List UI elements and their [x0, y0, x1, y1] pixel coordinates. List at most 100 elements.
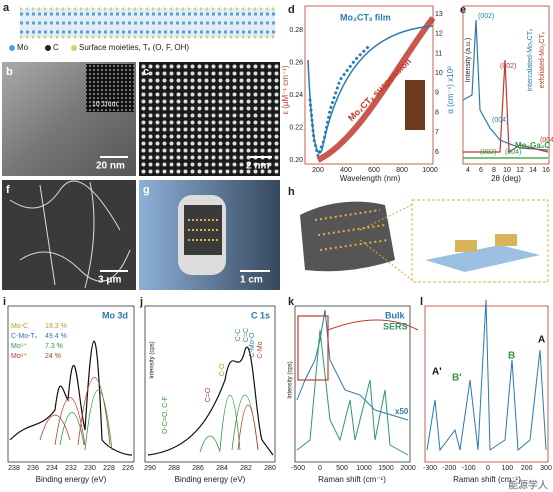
peak-label: C-O — [219, 363, 226, 376]
x-tick-label: 16 — [542, 167, 550, 174]
x-tick-label: 8 — [492, 167, 496, 174]
x-tick-label: 4 — [466, 167, 470, 174]
scale-bar: 20 nm — [96, 161, 125, 172]
x-tick-label: 1500 — [378, 465, 394, 472]
panel-title: Mo 3d — [102, 310, 128, 320]
legend-name: C-Mo-Tₓ — [11, 333, 38, 340]
panel-label: f — [6, 184, 10, 196]
x-tick-label: 288 — [168, 465, 180, 472]
peak-label: (002) — [478, 13, 494, 20]
x-axis-label: Binding energy (eV) — [36, 475, 107, 484]
series-label: Mo₂CTₓ film — [340, 12, 391, 22]
x-axis-label: 2θ (deg) — [491, 174, 521, 183]
legend-mo: Mo — [17, 43, 29, 52]
peak-label: (002) — [480, 149, 496, 156]
legend-value: 49.4 % — [45, 333, 67, 340]
x-tick-label: -500 — [291, 465, 305, 472]
panel-title: C 1s — [251, 310, 270, 320]
panel-label: b — [6, 66, 13, 78]
x-tick-label: -300 — [423, 465, 437, 472]
series-label: intercalated-Mo₂CTₓ — [527, 28, 534, 91]
scale-bar: 1 cm — [240, 275, 263, 286]
x-tick-label: 300 — [540, 465, 552, 472]
peak-label: O-C=O, C-F — [162, 396, 169, 434]
x-tick-label: 0 — [486, 465, 490, 472]
series-label: Bulk — [385, 310, 405, 320]
mode-label: B — [508, 351, 515, 362]
y-tick-label: 8 — [435, 109, 439, 116]
y-tick-label: 11 — [435, 50, 442, 57]
y-axis-label: Intensity (cps) — [288, 361, 294, 398]
y-tick-label: 13 — [435, 11, 443, 18]
x-tick-label: 238 — [8, 465, 20, 472]
x-axis-label: Binding energy (eV) — [175, 475, 246, 484]
lattice-image — [139, 62, 280, 176]
y-axis-label: Intensity (cps) — [150, 341, 156, 378]
y-tick-label: 0.26 — [289, 59, 303, 66]
x-tick-label: 200 — [521, 465, 533, 472]
y-axis-label: ε (μM⁻¹ cm⁻¹) — [281, 65, 290, 114]
x-tick-label: 600 — [368, 167, 380, 174]
x-tick-label: 100 — [501, 465, 513, 472]
atom-layer — [20, 7, 275, 39]
y-axis-label: Intensity (a.u.) — [465, 38, 472, 82]
panel-label: k — [288, 296, 295, 308]
panel-label: d — [288, 4, 295, 16]
y-tick-label: 12 — [435, 31, 443, 38]
x-tick-label: 232 — [65, 465, 77, 472]
panel-label: a — [3, 2, 10, 14]
peak-label: (004) — [540, 137, 553, 144]
panel-label: j — [139, 296, 143, 308]
panel-label: i — [3, 296, 6, 308]
x-tick-label: 290 — [144, 465, 156, 472]
peak-label: C=C — [243, 328, 250, 342]
legend-c: C — [53, 43, 59, 52]
y-tick-label: 7 — [435, 129, 439, 136]
x-tick-label: 2000 — [400, 465, 416, 472]
x-tick-label: 10 — [503, 167, 511, 174]
device-illustration — [300, 199, 549, 283]
legend-name: Mo⁶⁺ — [11, 353, 28, 360]
mode-label: A' — [432, 367, 442, 378]
series-label: exfoliated-Mo₂CTₓ — [539, 31, 546, 88]
x-tick-label: -200 — [442, 465, 456, 472]
x-tick-label: 234 — [46, 465, 58, 472]
x-tick-label: -100 — [462, 465, 476, 472]
x-axis-label: Raman shift (cm⁻¹) — [318, 475, 386, 484]
mode-label: A — [538, 335, 545, 346]
y-tick-label: 0.20 — [289, 157, 303, 164]
panel-label: h — [288, 186, 295, 198]
watermark: 能源学人 — [508, 479, 548, 492]
x-tick-label: 12 — [516, 167, 524, 174]
x-tick-label: 228 — [103, 465, 115, 472]
y-tick-label: 0.22 — [289, 124, 303, 131]
x-tick-label: 284 — [216, 465, 228, 472]
y2-axis-label: α (cm⁻¹) x10² — [446, 66, 455, 114]
x-tick-label: 236 — [27, 465, 39, 472]
x-tick-label: 226 — [122, 465, 134, 472]
y-tick-label: 0.24 — [289, 92, 303, 99]
x-tick-label: 230 — [84, 465, 96, 472]
peak-label: (004) — [505, 149, 521, 156]
x-tick-label: 500 — [336, 465, 348, 472]
series-label: Mo₂Ga₂C — [515, 141, 550, 150]
x-tick-label: 1000 — [422, 167, 438, 174]
legend-name: Mo-C — [11, 323, 28, 330]
panel-label: g — [143, 184, 150, 196]
y-tick-label: 10 — [435, 70, 443, 77]
x-tick-label: 200 — [312, 167, 324, 174]
legend-name: Mo⁵⁺ — [11, 343, 28, 350]
peak-label: (004) — [492, 117, 508, 124]
peak-label: C-C — [235, 329, 242, 341]
y-tick-label: 0.28 — [289, 27, 303, 34]
x-tick-label: 6 — [479, 167, 483, 174]
x-tick-label: 280 — [264, 465, 276, 472]
panel-label: l — [420, 296, 423, 308]
peak-label: (002) — [500, 63, 516, 70]
x-tick-label: 400 — [340, 167, 352, 174]
x-tick-label: 14 — [529, 167, 537, 174]
x-tick-label: 1000 — [356, 465, 372, 472]
legend-value: 19.3 % — [45, 323, 67, 330]
mode-label: B' — [452, 373, 462, 384]
